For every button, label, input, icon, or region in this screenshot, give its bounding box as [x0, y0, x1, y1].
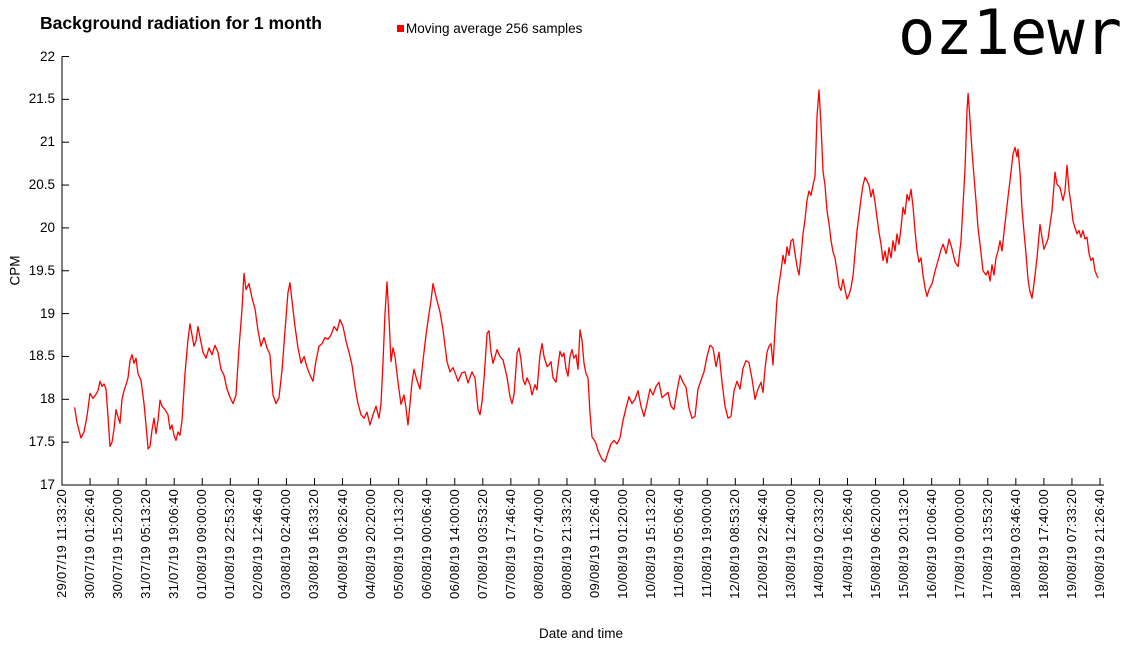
x-tick-label: 01/08/19 09:00:00 — [194, 489, 210, 599]
x-tick-label: 17/08/19 13:53:20 — [979, 489, 995, 599]
x-tick-label: 11/08/19 05:06:40 — [671, 489, 687, 598]
x-tick-label: 08/08/19 21:33:20 — [558, 489, 574, 599]
y-tick-label: 18.5 — [28, 348, 55, 364]
x-tick-label: 29/07/19 11:33:20 — [54, 489, 69, 598]
x-tick-label: 04/08/19 06:26:40 — [334, 489, 350, 599]
x-tick-label: 07/08/19 03:53:20 — [474, 489, 490, 599]
x-tick-label: 14/08/19 02:33:20 — [811, 489, 827, 599]
x-tick-label: 16/08/19 10:06:40 — [923, 489, 939, 599]
x-tick-label: 14/08/19 16:26:40 — [839, 489, 855, 599]
x-tick-label: 19/08/19 07:33:20 — [1063, 489, 1079, 599]
y-tick-label: 21 — [39, 134, 55, 150]
x-tick-label: 06/08/19 00:06:40 — [418, 489, 434, 599]
x-tick-label: 17/08/19 00:00:00 — [951, 489, 967, 599]
x-tick-label: 18/08/19 17:40:00 — [1035, 489, 1051, 599]
x-axis-title: Date and time — [538, 626, 624, 641]
y-tick-label: 21.5 — [28, 91, 55, 107]
y-tick-label: 17.5 — [28, 434, 55, 450]
y-tick-label: 17 — [39, 477, 55, 492]
y-tick-label: 22 — [39, 48, 55, 64]
y-tick-label: 19.5 — [28, 262, 55, 278]
x-tick-label: 07/08/19 17:46:40 — [502, 489, 518, 599]
x-tick-label: 10/08/19 15:13:20 — [643, 489, 659, 599]
x-tick-label: 08/08/19 07:40:00 — [530, 489, 546, 599]
x-tick-label: 30/07/19 15:20:00 — [110, 489, 126, 599]
x-tick-label: 03/08/19 02:40:00 — [278, 489, 294, 599]
legend-label: Moving average 256 samples — [406, 21, 583, 36]
y-tick-label: 19 — [39, 305, 55, 321]
x-tick-label: 18/08/19 03:46:40 — [1007, 489, 1023, 599]
x-tick-label: 12/08/19 22:46:40 — [755, 489, 771, 599]
x-tick-label: 12/08/19 08:53:20 — [727, 489, 743, 599]
legend-marker-icon — [397, 25, 404, 32]
x-tick-label: 30/07/19 01:26:40 — [82, 489, 98, 599]
watermark-callsign: oz1ewr — [898, 0, 1122, 69]
x-tick-label: 19/08/19 21:26:40 — [1092, 489, 1107, 599]
y-tick-label: 18 — [39, 391, 55, 407]
y-tick-label: 20 — [39, 219, 55, 235]
x-tick-label: 11/08/19 19:00:00 — [699, 489, 715, 598]
chart-title: Background radiation for 1 month — [40, 13, 322, 33]
x-tick-label: 15/08/19 20:13:20 — [895, 489, 911, 599]
x-tick-label: 31/07/19 19:06:40 — [166, 489, 182, 599]
x-tick-label: 03/08/19 16:33:20 — [306, 489, 322, 599]
y-tick-label: 20.5 — [28, 177, 55, 193]
x-tick-label: 05/08/19 10:13:20 — [390, 489, 406, 599]
legend: Moving average 256 samples — [397, 21, 582, 36]
x-tick-label: 13/08/19 12:40:00 — [783, 489, 799, 599]
x-tick-label: 10/08/19 01:20:00 — [615, 489, 631, 599]
x-tick-label: 15/08/19 06:20:00 — [867, 489, 883, 599]
x-tick-label: 09/08/19 11:26:40 — [587, 489, 603, 598]
x-tick-label: 02/08/19 12:46:40 — [250, 489, 266, 599]
x-tick-label: 31/07/19 05:13:20 — [138, 489, 154, 599]
x-tick-label: 06/08/19 14:00:00 — [446, 489, 462, 599]
x-tick-label: 04/08/19 20:20:00 — [362, 489, 378, 599]
moving-average-line — [74, 89, 1099, 463]
x-tick-label: 01/08/19 22:53:20 — [222, 489, 238, 599]
